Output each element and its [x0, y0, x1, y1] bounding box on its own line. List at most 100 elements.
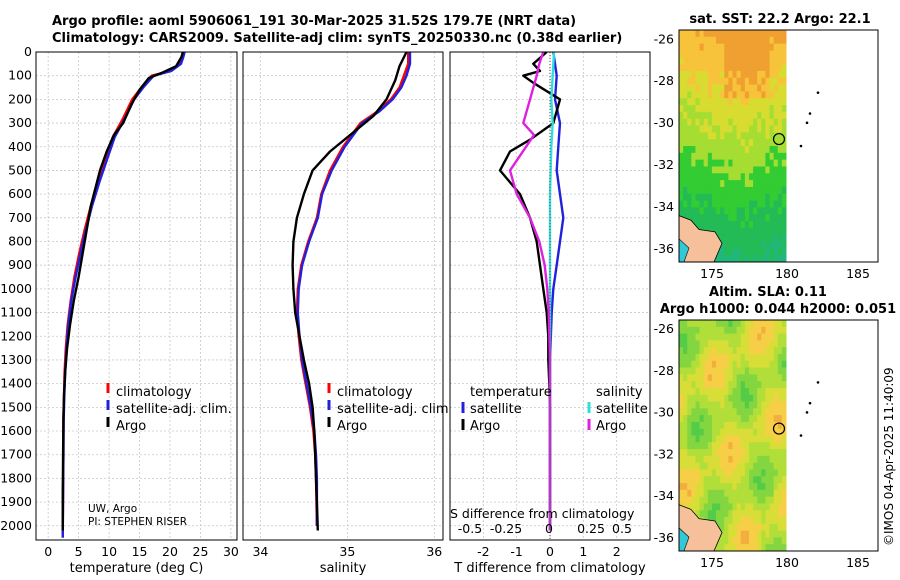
map-0-cell [732, 30, 738, 38]
map-1-cell [753, 530, 758, 538]
map-1-cell [724, 367, 729, 375]
map-1-cell [761, 374, 766, 382]
map-1-cell [679, 489, 684, 498]
map-1-cell [740, 503, 746, 511]
map-0-cell [732, 152, 738, 161]
map-0-cell [695, 84, 701, 92]
map-1-cell [757, 360, 762, 369]
map-0-cell [761, 166, 766, 174]
map-0-island [799, 144, 803, 148]
map-1-cell [703, 401, 709, 409]
map-1-cell [757, 530, 762, 538]
map-0-cell [769, 77, 775, 86]
map-1-cell [699, 374, 705, 382]
map-1-cell [687, 455, 692, 464]
map-0-cell [761, 98, 766, 106]
map-1-cell [740, 537, 746, 545]
map-1-cell [765, 326, 771, 335]
map-1-cell [748, 320, 754, 328]
map-0-cell [773, 139, 779, 147]
map-0-cell [728, 125, 733, 133]
map-0-cell [695, 166, 701, 174]
map-0-cell [753, 234, 758, 243]
map-0-cell [753, 118, 758, 127]
map-1-cell [711, 374, 717, 382]
map-1-cell [736, 428, 742, 436]
map-0-cell [683, 43, 688, 51]
map-1-island [805, 411, 809, 414]
map-0-cell [777, 105, 783, 113]
map-1-cell [687, 483, 692, 491]
map-0-cell [740, 159, 746, 167]
map-1-cell [679, 381, 684, 389]
map-1-cell [699, 455, 705, 464]
map-1-cell [748, 489, 754, 498]
map-0-cell [757, 64, 762, 72]
salinity-x-tick-label: 36 [426, 544, 442, 559]
map-1-cell [679, 340, 684, 348]
salinity-difference-tick-label: -0.25 [490, 521, 522, 536]
map-0-cell [765, 221, 771, 229]
map-0-cell [757, 84, 762, 92]
map-1-cell [720, 320, 725, 328]
map-0-cell [757, 186, 762, 195]
map-1-cell [761, 442, 766, 450]
map-1-cell [707, 469, 713, 477]
map-1-cell [781, 530, 787, 538]
map-0-cell [777, 50, 783, 58]
map-1-cell [781, 428, 787, 436]
map-0-cell [707, 139, 713, 147]
map-0-cell [716, 36, 721, 45]
map-0-cell [761, 207, 766, 215]
map-0-cell [736, 214, 742, 222]
map-0-cell [761, 50, 766, 58]
map-0-cell [691, 180, 696, 188]
map-1-cell [744, 503, 750, 511]
map-1-cell [695, 462, 701, 470]
map-0-cell [740, 146, 746, 154]
map-1-cell [695, 442, 701, 450]
map-1-cell [732, 503, 738, 511]
map-0-cell [777, 111, 783, 120]
map-0-cell [736, 207, 742, 215]
map-0-cell [679, 84, 684, 92]
map-1-cell [773, 326, 779, 335]
map-0-cell [732, 234, 738, 243]
map-0-cell [740, 207, 746, 215]
map-1-cell [744, 455, 750, 464]
map-1-cell [711, 462, 717, 470]
map-0-cell [728, 173, 733, 181]
map-0-cell [711, 36, 717, 45]
map-0-cell [757, 70, 762, 79]
map-1-cell [777, 360, 783, 369]
map-0-cell [732, 221, 738, 229]
difference-x-tick-label: -2 [477, 544, 489, 559]
map-0-cell [740, 98, 746, 106]
map-1-cell [740, 415, 746, 423]
map-0-cell [777, 30, 783, 38]
map-0-cell [695, 36, 701, 45]
map-1-cell [777, 489, 783, 498]
map-1-cell [740, 435, 746, 443]
map-0-cell [769, 91, 775, 99]
map-0-cell [699, 36, 705, 45]
map-1-cell [740, 455, 746, 464]
map-0-cell [773, 214, 779, 222]
map-0-cell [683, 166, 688, 174]
map-0-cell [777, 139, 783, 147]
map-0-cell [761, 118, 766, 127]
map-0-cell [748, 30, 754, 38]
map-0-cell [769, 241, 775, 249]
float-owner-annotation: UW, Argo [88, 503, 137, 515]
map-1-cell [777, 428, 783, 436]
map-0-cell [753, 43, 758, 51]
map-0-cell [695, 193, 701, 202]
map-0-cell [691, 91, 696, 99]
map-1-cell [761, 408, 766, 416]
map-1-cell [699, 333, 705, 341]
map-0-cell [736, 132, 742, 140]
map-0-cell [724, 125, 729, 133]
map-0-cell [711, 139, 717, 147]
map-0-cell [736, 43, 742, 51]
map-0-cell [711, 214, 717, 222]
